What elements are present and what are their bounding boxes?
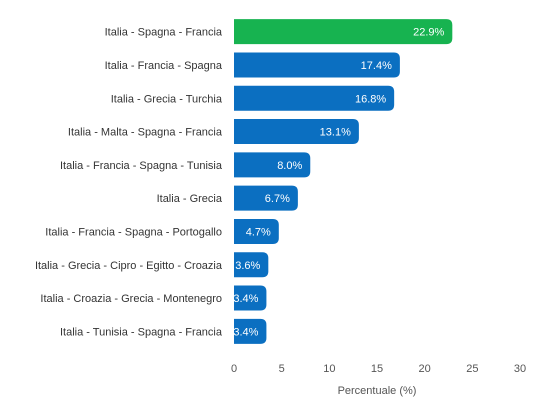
x-axis-title: Percentuale (%) xyxy=(338,385,417,397)
category-label: Italia - Tunisia - Spagna - Francia xyxy=(60,326,223,338)
bar xyxy=(234,85,395,111)
x-tick-label: 0 xyxy=(231,363,237,375)
category-label: Italia - Francia - Spagna xyxy=(105,60,223,72)
bar-value-label: 3.4% xyxy=(233,293,258,305)
bar-value-label: 4.7% xyxy=(246,226,271,238)
bar-value-label: 22.9% xyxy=(413,27,444,39)
x-tick-label: 20 xyxy=(419,363,431,375)
category-label: Italia - Grecia - Turchia xyxy=(111,93,223,105)
bar-value-label: 17.4% xyxy=(361,60,392,72)
category-label: Italia - Malta - Spagna - Francia xyxy=(68,127,223,139)
x-tick-label: 30 xyxy=(514,363,526,375)
x-axis: 0 5 10 15 20 25 30 xyxy=(231,363,526,375)
bar xyxy=(234,19,453,45)
category-label: Italia - Grecia - Cipro - Egitto - Croaz… xyxy=(35,260,223,272)
bar xyxy=(234,318,267,344)
x-tick-label: 25 xyxy=(466,363,478,375)
bar xyxy=(234,185,298,211)
x-tick-label: 15 xyxy=(371,363,383,375)
bar-value-label: 6.7% xyxy=(265,193,290,205)
bar xyxy=(234,218,279,244)
bar-value-label: 8.0% xyxy=(277,160,302,172)
bar xyxy=(234,119,359,145)
bar xyxy=(234,52,400,78)
category-label: Italia - Croazia - Grecia - Montenegro xyxy=(40,293,222,305)
category-label: Italia - Francia - Spagna - Portogallo xyxy=(45,226,222,238)
x-tick-label: 10 xyxy=(323,363,335,375)
bar xyxy=(234,285,267,311)
bar-value-label: 3.4% xyxy=(233,326,258,338)
bars-layer: 22.9% 17.4% 16.8% 13.1% 8.0% 6.7% 4.7% 3.6% 3.4%… xyxy=(233,19,453,344)
category-label: Italia - Spagna - Francia xyxy=(105,27,223,39)
x-tick-label: 5 xyxy=(279,363,285,375)
bar xyxy=(234,252,269,278)
bar xyxy=(234,152,311,178)
bar-value-label: 16.8% xyxy=(355,93,386,105)
category-label: Italia - Francia - Spagna - Tunisia xyxy=(60,160,223,172)
bar-value-label: 13.1% xyxy=(320,127,351,139)
category-labels: Italia - Spagna - Francia Italia - Franci… xyxy=(35,27,223,339)
bar-value-label: 3.6% xyxy=(235,260,260,272)
category-label: Italia - Grecia xyxy=(157,193,223,205)
